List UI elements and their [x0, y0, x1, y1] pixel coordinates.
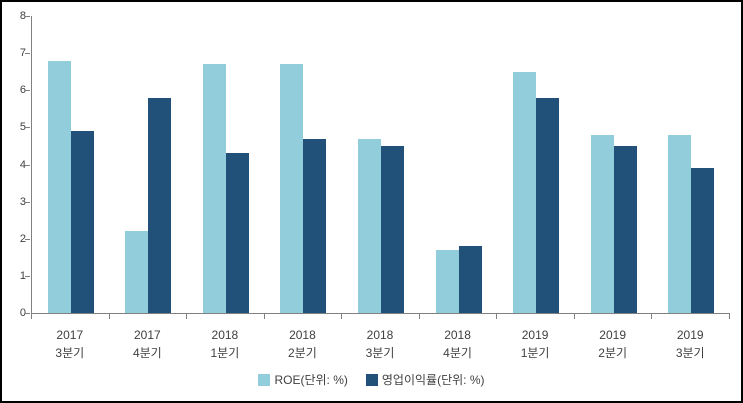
plot-area: [31, 16, 730, 314]
x-axis-label: 2017 3분기: [31, 326, 109, 362]
bar: [125, 231, 149, 313]
y-axis-tick: [25, 313, 30, 314]
bar: [202, 64, 226, 313]
x-axis-label-year: 2018: [211, 328, 239, 342]
bar: [225, 153, 249, 313]
legend-swatch: [258, 374, 271, 386]
y-axis-tick-label: 2: [19, 232, 26, 245]
y-axis-tick: [25, 16, 30, 17]
legend-item: ROE(단위: %): [258, 373, 348, 387]
x-axis-label-quarter: 3분기: [55, 346, 85, 360]
legend-label: ROE(단위: %): [274, 373, 348, 387]
x-axis-tick: [496, 314, 498, 319]
legend-label: 영업이익률(단위: %): [381, 373, 485, 387]
y-axis-tick-label: 7: [19, 47, 26, 60]
x-axis-tick: [341, 314, 343, 319]
y-axis-tick: [25, 164, 30, 166]
bar: [691, 168, 715, 313]
legend-swatch: [365, 374, 378, 386]
x-axis-label-year: 2018: [366, 328, 394, 342]
bar: [47, 60, 71, 313]
y-axis-tick-label: 3: [19, 195, 26, 208]
bar: [458, 246, 482, 313]
x-axis-label: 2017 4분기: [109, 326, 187, 362]
bar: [358, 138, 381, 313]
bar: [381, 145, 404, 313]
bar: [435, 249, 459, 313]
x-axis-label: 2019 1분기: [496, 326, 574, 362]
bar: [613, 145, 637, 313]
x-axis-tick: [108, 314, 110, 319]
x-axis-label-quarter: 4분기: [132, 346, 162, 360]
x-axis-tick: [31, 314, 32, 319]
y-axis-tick: [25, 238, 30, 240]
x-axis-tick: [729, 314, 730, 319]
x-axis-label: 2018 2분기: [264, 326, 342, 362]
x-axis-label-quarter: 2분기: [288, 346, 317, 360]
bar: [513, 71, 537, 313]
bar: [148, 97, 172, 313]
x-axis-label-quarter: 2분기: [598, 346, 628, 360]
y-axis-tick-label: 5: [19, 121, 26, 134]
x-axis-label-year: 2017: [133, 328, 161, 342]
x-axis-label-year: 2019: [599, 328, 626, 342]
x-axis-tick: [186, 314, 188, 319]
x-axis-label: 2018 4분기: [419, 326, 497, 362]
y-axis-tick-label: 8: [19, 10, 26, 22]
x-axis-tick: [651, 314, 653, 319]
bar: [70, 131, 94, 313]
x-axis-label-quarter: 3분기: [365, 346, 395, 360]
y-axis-tick-label: 4: [19, 158, 26, 171]
y-axis-tick: [25, 53, 30, 55]
y-axis-tick-label: 0: [19, 307, 26, 319]
x-axis-label: 2019 2분기: [574, 326, 652, 362]
x-axis-label-year: 2018: [444, 328, 471, 342]
x-axis-label-quarter: 1분기: [520, 346, 550, 360]
bar: [590, 134, 614, 313]
legend-item: 영업이익률(단위: %): [365, 373, 485, 387]
bar: [668, 134, 692, 313]
x-axis-label: 2018 1분기: [186, 326, 264, 362]
x-axis-label: 2018 3분기: [341, 326, 419, 362]
x-axis-label-quarter: 4분기: [443, 346, 472, 360]
x-axis-label: 2019 3분기: [651, 326, 729, 362]
x-axis-tick: [263, 314, 265, 319]
y-axis-tick-label: 6: [19, 84, 26, 97]
legend: ROE(단위: %) 영업이익률(단위: %): [2, 373, 741, 387]
y-axis-tick: [25, 275, 30, 277]
x-axis-label-year: 2017: [56, 328, 84, 342]
x-axis-tick: [418, 314, 420, 319]
x-axis-label-quarter: 3분기: [675, 346, 705, 360]
y-axis-tick-label: 1: [19, 269, 26, 282]
y-axis-tick: [25, 201, 30, 203]
x-axis-label-year: 2019: [521, 328, 549, 342]
bar: [280, 64, 304, 313]
y-axis-tick: [25, 127, 30, 129]
x-axis-label-year: 2019: [676, 328, 704, 342]
y-axis-tick: [25, 90, 30, 92]
x-axis-tick: [573, 314, 575, 319]
x-axis-label-year: 2018: [289, 328, 316, 342]
x-axis-label-quarter: 1분기: [210, 346, 240, 360]
bar: [536, 97, 560, 313]
bar: [303, 138, 327, 313]
